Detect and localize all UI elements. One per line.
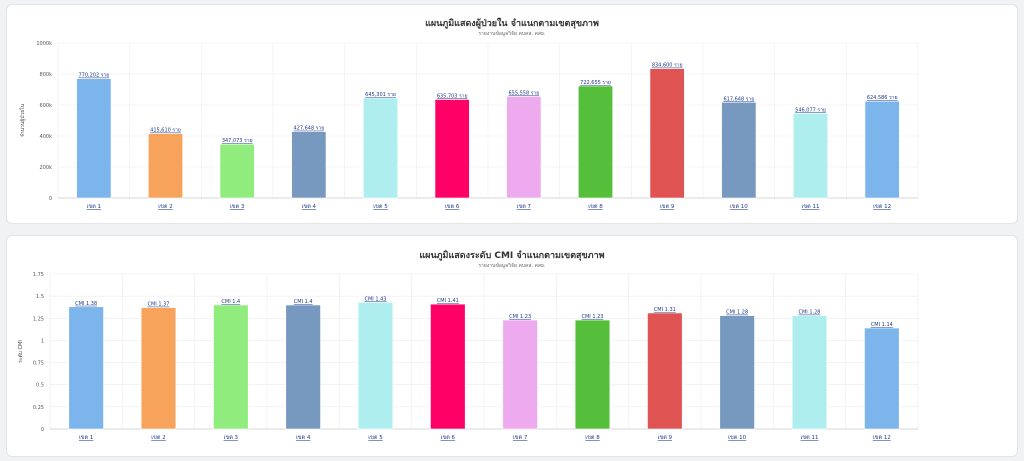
x-tick-label: เขต 3: [224, 435, 239, 441]
data-label: CMI 1.37: [147, 302, 169, 308]
bar: [721, 101, 757, 199]
y-tick-label: 1.5: [36, 294, 44, 300]
data-label: 645,301 ราย: [365, 92, 396, 98]
x-tick-label: เขต 6: [441, 435, 456, 441]
data-label: 546,077 ราย: [795, 107, 826, 113]
y-tick-label: 0.5: [36, 383, 44, 389]
x-tick-label: เขต 7: [513, 435, 528, 441]
y-tick-label: 1000k: [36, 41, 52, 47]
x-tick-label: เขต 1: [79, 435, 93, 441]
data-label: 722,655 ราย: [580, 80, 611, 86]
data-label: 617,648 ราย: [723, 96, 754, 102]
x-tick-label: เขต 6: [445, 204, 460, 210]
chart-subtitle: รายงานข้อมูลวิจัย คบคส. คสธ.: [478, 263, 546, 269]
bar: [434, 99, 470, 199]
y-tick-label: 600k: [40, 103, 53, 109]
x-tick-label: เขต 7: [517, 204, 532, 210]
bar: [68, 306, 104, 430]
bar: [140, 307, 177, 430]
bar: [357, 302, 394, 430]
x-tick-label: เขต 11: [802, 204, 820, 210]
chart-title: แผนภูมิแสดงระดับ CMI จำแนกตามเขตสุขภาพ: [419, 251, 605, 261]
chart-title: แผนภูมิแสดงผู้ป่วยใน จำแนกตามเขตสุขภาพ: [425, 19, 599, 29]
bar: [430, 303, 466, 430]
data-label: CMI 1.41: [437, 298, 459, 304]
y-tick-label: 400k: [40, 134, 53, 140]
x-tick-label: เขต 9: [658, 435, 673, 441]
x-tick-label: เขต 4: [302, 204, 317, 210]
bar: [291, 131, 327, 199]
data-label: 770,202 ราย: [78, 73, 109, 79]
bar: [864, 327, 900, 430]
y-axis-label: จำนวนผู้ป่วยใน: [19, 103, 26, 137]
x-tick-label: เขต 10: [730, 204, 748, 210]
x-tick-label: เขต 8: [588, 204, 603, 210]
y-tick-label: 0.25: [33, 405, 44, 411]
y-axis-label: ระดับ CMI: [18, 340, 24, 363]
data-label: CMI 1.14: [871, 322, 893, 328]
bar: [577, 85, 613, 199]
x-tick-label: เขต 12: [873, 204, 891, 210]
x-tick-label: เขต 2: [158, 204, 172, 210]
bar: [506, 96, 542, 199]
data-label: 427,648 ราย: [293, 126, 324, 132]
x-tick-label: เขต 5: [373, 204, 388, 210]
bar: [213, 304, 249, 430]
bar: [864, 100, 900, 199]
bar: [647, 312, 683, 430]
data-label: CMI 1.31: [654, 307, 676, 313]
data-label: 834,600 ราย: [652, 63, 683, 69]
x-tick-label: เขต 5: [368, 435, 383, 441]
data-label: 415,610 ราย: [150, 128, 181, 134]
y-tick-label: 0.75: [33, 361, 44, 367]
y-tick-label: 0: [49, 196, 52, 202]
data-label: CMI 1.38: [75, 301, 97, 307]
x-tick-label: เขต 1: [87, 204, 101, 210]
bar: [502, 319, 538, 430]
x-tick-label: เขต 10: [728, 435, 746, 441]
bar: [792, 113, 828, 199]
bar: [362, 97, 398, 199]
data-label: 624,586 ราย: [867, 95, 898, 101]
x-tick-label: เขต 12: [873, 435, 891, 441]
x-tick-label: เขต 8: [585, 435, 600, 441]
bar: [285, 304, 321, 430]
x-tick-label: เขต 11: [801, 435, 819, 441]
y-tick-label: 1.75: [33, 272, 44, 278]
bar: [791, 315, 828, 430]
bar: [148, 133, 184, 199]
x-tick-label: เขต 4: [296, 435, 311, 441]
data-label: CMI 1.28: [726, 310, 748, 316]
data-label: 635,703 ราย: [437, 93, 468, 99]
x-tick-label: เขต 3: [230, 204, 245, 210]
bar: [76, 78, 112, 199]
data-label: CMI 1.4: [221, 299, 240, 305]
y-tick-label: 200k: [40, 165, 53, 171]
x-tick-label: เขต 2: [151, 435, 165, 441]
data-label: CMI 1.28: [798, 310, 820, 316]
bar: [649, 68, 685, 199]
chart-subtitle: รายงานข้อมูลวิจัย คบคส. คสธ.: [478, 31, 546, 37]
data-label: 655,558 ราย: [508, 90, 539, 96]
bar: [719, 315, 755, 430]
data-label: CMI 1.23: [581, 314, 603, 320]
y-tick-label: 800k: [40, 72, 53, 78]
bar: [219, 143, 255, 199]
x-tick-label: เขต 9: [660, 204, 675, 210]
y-tick-label: 0: [41, 427, 44, 433]
data-label: CMI 1.43: [364, 296, 386, 302]
y-tick-label: 1.25: [33, 316, 44, 322]
data-label: CMI 1.23: [509, 314, 531, 320]
y-tick-label: 1: [41, 338, 44, 344]
data-label: CMI 1.4: [294, 299, 313, 305]
bar: [574, 319, 611, 430]
data-label: 347,073 ราย: [222, 138, 253, 144]
